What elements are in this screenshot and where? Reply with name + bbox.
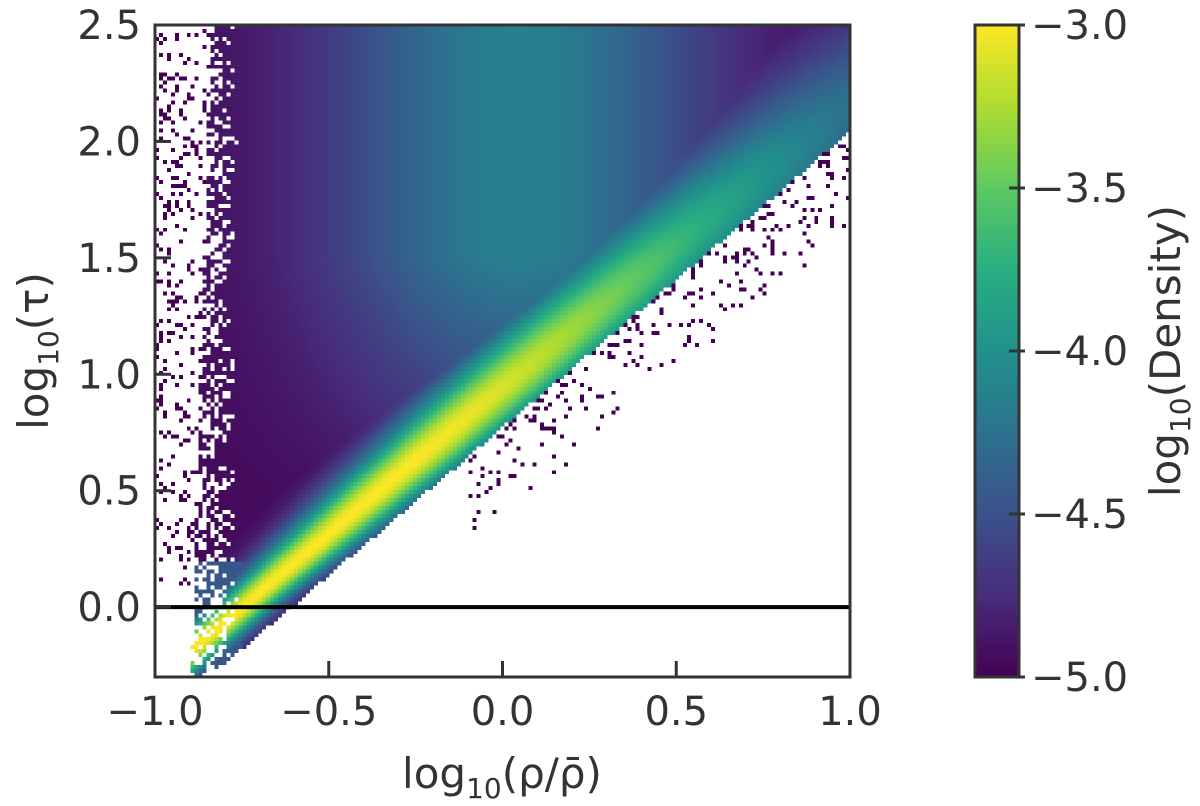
- y-axis-ticks: 0.0 0.5 1.0 1.5 2.0 2.5: [77, 3, 171, 631]
- heatmap-cells: [155, 25, 850, 677]
- colorbar-tick-label: −3.5: [1031, 166, 1128, 212]
- x-axis-label: log10(ρ/ρ̄): [402, 749, 602, 805]
- x-tick-label: −0.5: [280, 689, 377, 735]
- x-axis-ticks: −1.0 −0.5 0.0 0.5 1.0: [106, 661, 882, 735]
- y-tick-label: 2.0: [77, 119, 141, 165]
- x-tick-label: 0.5: [644, 689, 708, 735]
- colorbar: −5.0 −4.5 −4.0 −3.5 −3.0 log10(Density): [973, 3, 1197, 701]
- x-tick-label: −1.0: [106, 689, 203, 735]
- x-tick-label: 1.0: [818, 689, 882, 735]
- y-tick-label: 1.0: [77, 352, 141, 398]
- colorbar-label: log10(Density): [1141, 205, 1197, 497]
- y-tick-label: 0.5: [77, 469, 141, 515]
- x-tick-label: 0.0: [471, 689, 535, 735]
- y-axis-label: log10(τ): [9, 272, 65, 430]
- colorbar-tick-label: −4.5: [1031, 492, 1128, 538]
- y-tick-label: 1.5: [77, 236, 141, 282]
- colorbar-tick-label: −4.0: [1031, 329, 1128, 375]
- colorbar-tick-label: −3.0: [1031, 3, 1128, 49]
- y-tick-label: 0.0: [77, 585, 141, 631]
- y-tick-label: 2.5: [77, 3, 141, 49]
- colorbar-tick-label: −5.0: [1031, 655, 1128, 701]
- heatmap-image: [155, 25, 850, 677]
- colorbar-ticks: −5.0 −4.5 −4.0 −3.5 −3.0: [1009, 3, 1128, 701]
